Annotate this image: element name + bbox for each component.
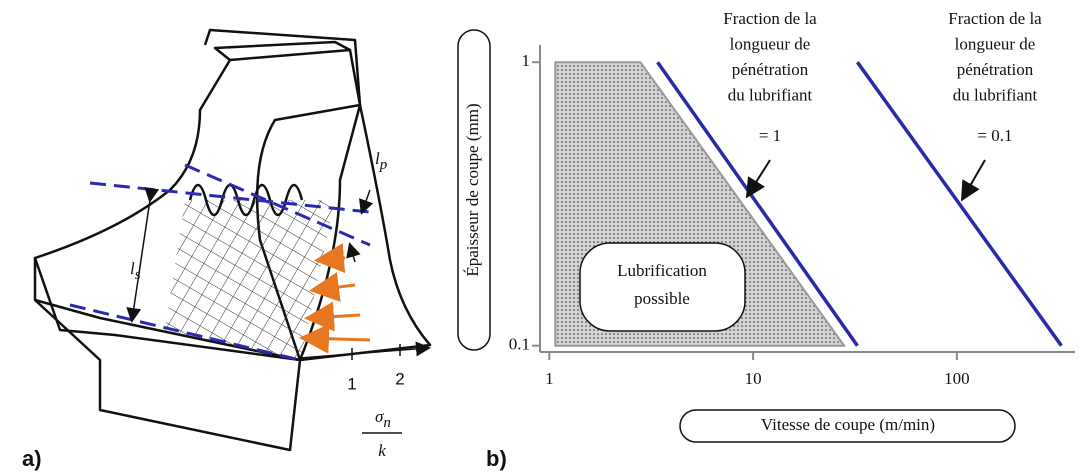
annotation: possible [634,289,690,308]
ratio-denominator: k [378,441,386,460]
line [855,61,1063,347]
x-tick-label: 100 [944,369,970,388]
annotation: Lubrification [617,261,707,280]
ls-label: ls [130,259,141,284]
ratio-numerator: σn [375,407,391,432]
a-tick: 2 [395,369,404,388]
ylabel-box [457,29,491,351]
annotation: Fraction de la [948,9,1042,28]
panel-label: b) [486,446,507,471]
annotation: Fraction de la [723,9,817,28]
annotation: du lubrifiant [953,85,1038,104]
tool-sketch [33,28,432,452]
annotation: = 1 [759,126,781,145]
arrow [745,159,771,199]
x-tick-label: 10 [745,369,762,388]
a-tick: 1 [347,374,356,393]
y-axis-title: Épaisseur de coupe (mm) [463,103,482,276]
y-tick-label: 1 [522,51,531,70]
x-tick-label: 1 [545,369,554,388]
annotation: pénétration [957,60,1034,79]
annotation: pénétration [732,60,809,79]
annotation: longueur de [955,34,1036,53]
x-axis-title: Vitesse de coupe (m/min) [761,415,935,434]
panel-label: a) [22,446,42,471]
arrow [960,159,986,202]
line [656,61,859,347]
annotation: longueur de [730,34,811,53]
region-label-box [579,242,746,332]
annotation: du lubrifiant [728,85,813,104]
annotation: = 0.1 [977,126,1012,145]
y-tick-label: 0.1 [509,335,530,354]
xlabel-box [679,409,1016,443]
lp-label: lp [375,149,388,174]
